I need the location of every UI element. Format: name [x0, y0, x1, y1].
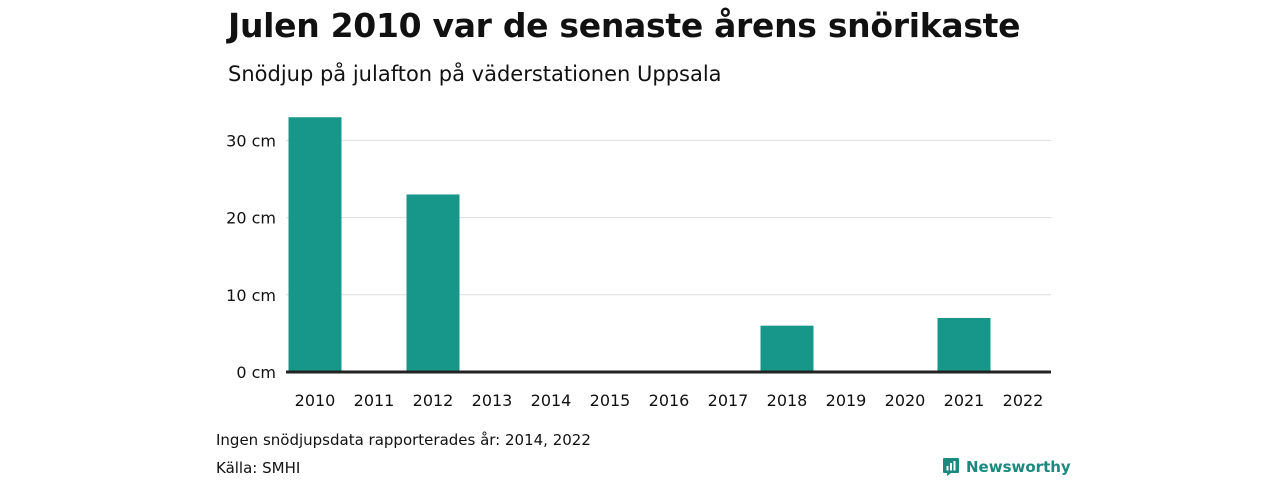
x-tick-label: 2013 — [472, 391, 513, 410]
x-tick-label: 2011 — [354, 391, 395, 410]
newsworthy-chart-icon — [943, 458, 959, 476]
x-tick-label: 2012 — [413, 391, 454, 410]
newsworthy-logo[interactable]: Newsworthy — [942, 457, 1071, 477]
x-tick-label: 2016 — [649, 391, 690, 410]
bar-chart: 0 cm 10 cm 20 cm 30 cm 2010 2011 2012 2013 2014 2… — [226, 117, 1051, 410]
x-tick-label: 2020 — [885, 391, 926, 410]
bar-2010 — [288, 117, 342, 373]
x-tick-label: 2021 — [944, 391, 985, 410]
x-tick-label: 2017 — [708, 391, 749, 410]
axis-labels: 0 cm 10 cm 20 cm 30 cm 2010 2011 2012 2013 2014 2… — [226, 131, 1043, 410]
y-tick-label: 10 cm — [226, 286, 276, 305]
x-tick-label: 2015 — [590, 391, 631, 410]
x-tick-label: 2019 — [826, 391, 867, 410]
y-tick-label: 20 cm — [226, 209, 276, 228]
source-label: Källa: SMHI — [216, 459, 301, 477]
x-tick-label: 2018 — [767, 391, 808, 410]
x-tick-label: 2014 — [531, 391, 572, 410]
x-tick-label: 2010 — [295, 391, 336, 410]
chart-subtitle: Snödjup på julafton på väderstationen Up… — [228, 62, 722, 86]
chart-title: Julen 2010 var de senaste årens snörikas… — [228, 6, 1021, 45]
missing-data-note: Ingen snödjupsdata rapporterades år: 201… — [216, 431, 591, 449]
y-tick-label: 30 cm — [226, 131, 276, 150]
bars — [288, 117, 991, 373]
bar-2012 — [406, 194, 460, 372]
brand-name: Newsworthy — [966, 458, 1071, 476]
x-tick-label: 2022 — [1003, 391, 1044, 410]
grid-lines — [286, 139, 1051, 296]
bar-2021 — [937, 317, 991, 372]
y-tick-label: 0 cm — [236, 363, 276, 382]
bar-2018 — [760, 325, 814, 372]
